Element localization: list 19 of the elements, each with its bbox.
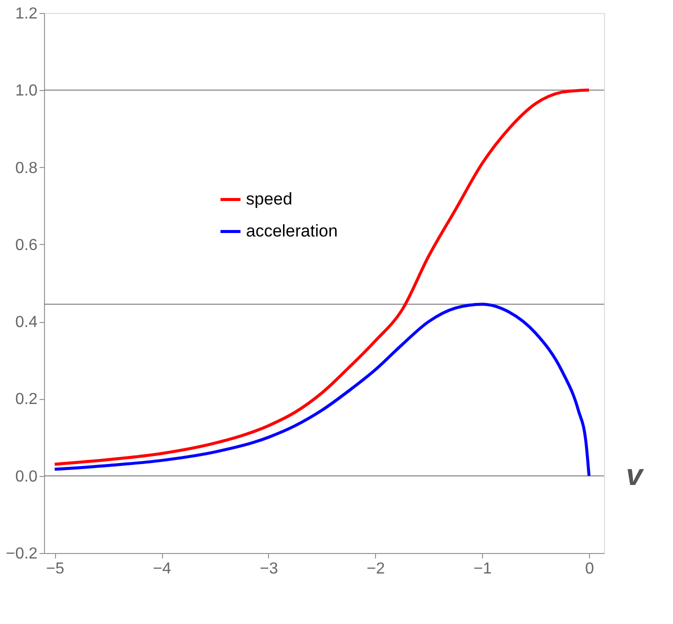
y-tick-label: 1.0 [15, 82, 38, 100]
line-series [53, 302, 591, 478]
x-tick-label: −5 [46, 560, 64, 578]
y-tick-label: −0.2 [6, 546, 38, 562]
legend-label: speed [246, 190, 292, 208]
y-tick-label: 0.4 [15, 314, 38, 332]
x-tick-label: −1 [474, 560, 492, 578]
x-tick-label: −4 [152, 560, 172, 578]
x-tick-label: −2 [366, 560, 386, 578]
text: v [626, 458, 645, 492]
y-tick-label: 0.0 [15, 468, 38, 486]
y-tick-label: 0.6 [15, 236, 38, 254]
legend-label: acceleration [246, 222, 338, 240]
x-tick-label: −3 [260, 560, 278, 578]
y-tick-label: 1.2 [15, 6, 38, 22]
y-tick-label: 0.8 [15, 160, 38, 177]
line-series [53, 88, 591, 466]
y-tick-label: 0.2 [15, 391, 38, 408]
x-tick-label: 0 [585, 560, 594, 578]
